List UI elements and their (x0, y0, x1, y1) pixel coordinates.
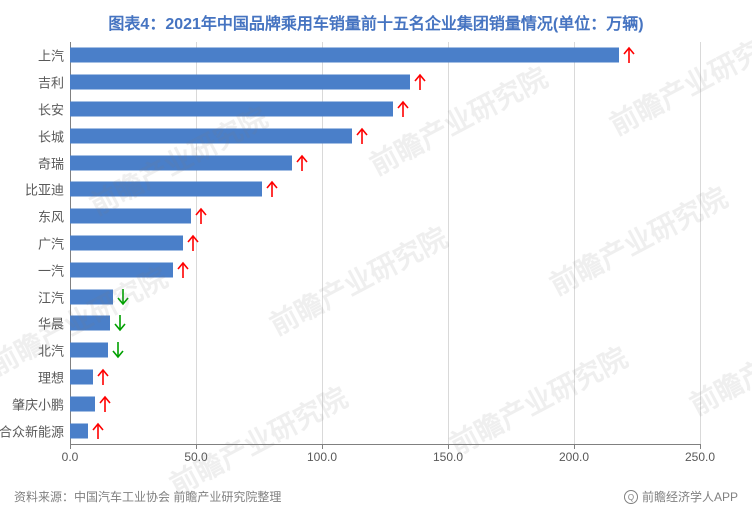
arrow-down-icon (114, 314, 126, 332)
chart-title: 图表4：2021年中国品牌乘用车销量前十五名企业集团销量情况(单位：万辆) (0, 0, 752, 42)
arrow-down-icon (117, 288, 129, 306)
bar (70, 209, 191, 224)
gridline (448, 42, 449, 444)
gridline (574, 42, 575, 444)
gridline (700, 42, 701, 444)
bar (70, 343, 108, 358)
x-axis (70, 444, 700, 445)
bar (70, 102, 393, 117)
bar (70, 289, 113, 304)
arrow-up-icon (266, 180, 278, 198)
arrow-up-icon (99, 395, 111, 413)
y-axis-label: 长安 (38, 100, 64, 119)
arrow-up-icon (92, 422, 104, 440)
x-axis-label: 250.0 (685, 450, 715, 464)
bar (70, 396, 95, 411)
bar (70, 316, 110, 331)
arrow-up-icon (296, 154, 308, 172)
y-axis-label: 广汽 (38, 234, 64, 253)
bar (70, 48, 619, 63)
arrow-down-icon (112, 341, 124, 359)
svg-text:Q: Q (628, 493, 634, 502)
y-axis-label: 肇庆小鹏 (12, 394, 64, 413)
bar (70, 423, 88, 438)
x-axis-label: 150.0 (433, 450, 463, 464)
y-axis-label: 东风 (38, 207, 64, 226)
arrow-up-icon (356, 127, 368, 145)
y-axis-label: 奇瑞 (38, 153, 64, 172)
source-text: 资料来源：中国汽车工业协会 前瞻产业研究院整理 (14, 488, 281, 505)
brand-icon: Q (624, 490, 638, 504)
y-axis-label: 江汽 (38, 287, 64, 306)
brand-attribution: Q 前瞻经济学人APP (624, 488, 738, 505)
arrow-up-icon (187, 234, 199, 252)
bar (70, 262, 173, 277)
arrow-up-icon (397, 100, 409, 118)
bar (70, 155, 292, 170)
bar (70, 128, 352, 143)
y-axis-label: 一汽 (38, 260, 64, 279)
x-axis-label: 200.0 (559, 450, 589, 464)
y-axis-label: 比亚迪 (25, 180, 64, 199)
y-axis-label: 理想 (38, 368, 64, 387)
chart-area: 0.050.0100.0150.0200.0250.0上汽吉利长安长城奇瑞比亚迪… (70, 42, 700, 462)
y-axis-label: 长城 (38, 126, 64, 145)
y-axis-label: 北汽 (38, 341, 64, 360)
bar (70, 75, 410, 90)
x-axis-label: 0.0 (62, 450, 79, 464)
y-axis-label: 上汽 (38, 46, 64, 65)
bar (70, 182, 262, 197)
bar (70, 370, 93, 385)
x-tick (700, 444, 701, 449)
y-axis-label: 合众新能源 (0, 421, 64, 440)
arrow-up-icon (414, 73, 426, 91)
y-axis-label: 吉利 (38, 73, 64, 92)
brand-text: 前瞻经济学人APP (642, 488, 738, 505)
arrow-up-icon (195, 207, 207, 225)
arrow-up-icon (97, 368, 109, 386)
footer: 资料来源：中国汽车工业协会 前瞻产业研究院整理 Q 前瞻经济学人APP (14, 488, 738, 505)
arrow-up-icon (177, 261, 189, 279)
x-axis-label: 50.0 (184, 450, 207, 464)
bar (70, 236, 183, 251)
y-axis-label: 华晨 (38, 314, 64, 333)
x-axis-label: 100.0 (307, 450, 337, 464)
arrow-up-icon (623, 46, 635, 64)
